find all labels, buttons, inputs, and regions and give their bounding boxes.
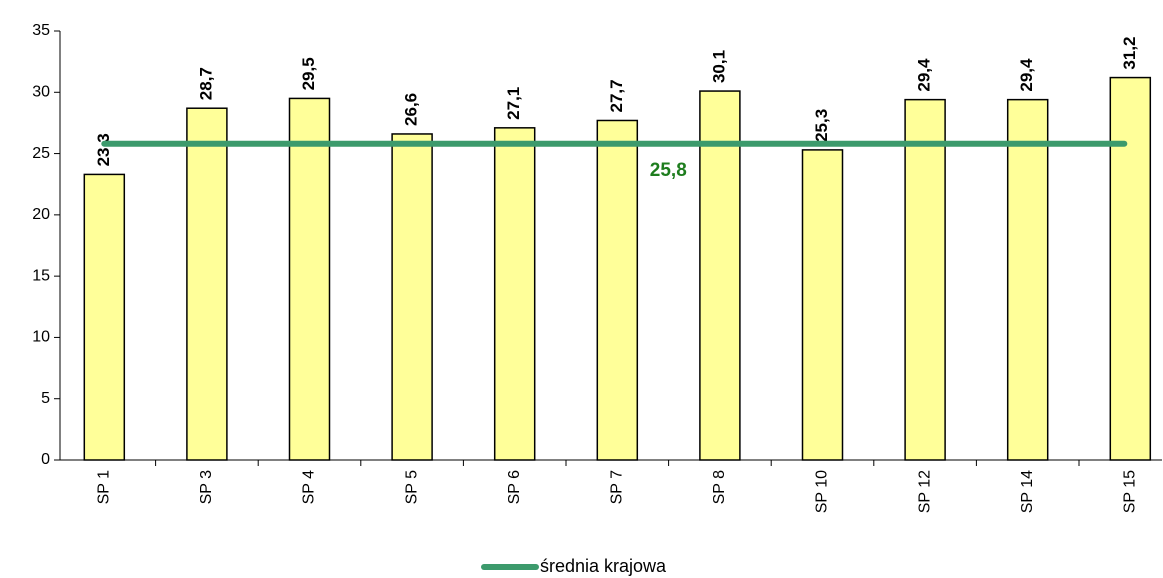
- x-tick-label: SP 15: [1122, 470, 1139, 513]
- value-label: 27,7: [607, 79, 626, 112]
- value-label: 26,6: [402, 93, 421, 126]
- legend-label: średnia krajowa: [540, 556, 667, 576]
- bar: [699, 90, 741, 461]
- x-tick-label: SP 1: [96, 470, 113, 505]
- x-tick-label: SP 7: [609, 470, 626, 505]
- y-tick-label: 20: [32, 206, 50, 223]
- value-label: 29,4: [1017, 58, 1036, 92]
- value-label: 31,2: [1120, 36, 1139, 69]
- x-tick-label: SP 3: [198, 470, 215, 505]
- value-label: 29,4: [915, 58, 934, 92]
- y-tick-label: 15: [32, 267, 50, 284]
- x-tick-label: SP 4: [301, 470, 318, 505]
- bar: [493, 127, 536, 461]
- bar: [186, 107, 228, 461]
- value-label: 29,5: [299, 57, 318, 90]
- y-tick-label: 10: [32, 329, 50, 346]
- bar: [801, 149, 844, 461]
- y-tick-label: 25: [32, 145, 50, 162]
- value-label: 23,3: [94, 133, 113, 166]
- bar: [596, 119, 639, 461]
- x-tick-label: SP 14: [1019, 470, 1036, 513]
- x-tick-label: SP 10: [814, 470, 831, 513]
- x-tick-label: SP 6: [506, 470, 523, 505]
- bar: [904, 98, 946, 461]
- x-tick-label: SP 12: [916, 470, 933, 513]
- value-label: 27,1: [504, 87, 523, 120]
- x-tick-label: SP 8: [711, 470, 728, 505]
- bar: [1006, 98, 1049, 461]
- value-label: 28,7: [196, 67, 215, 100]
- y-tick-label: 5: [41, 390, 50, 407]
- y-tick-label: 35: [32, 22, 50, 39]
- value-label: 25,3: [812, 109, 831, 142]
- bar: [1109, 76, 1152, 461]
- bar: [391, 133, 433, 461]
- y-tick-label: 0: [41, 451, 50, 468]
- x-tick-label: SP 5: [403, 470, 420, 505]
- y-tick-label: 30: [32, 84, 50, 101]
- line-value-label: 25,8: [650, 160, 687, 181]
- value-label: 30,1: [709, 50, 728, 83]
- bar: [83, 173, 126, 461]
- bar: [288, 97, 331, 461]
